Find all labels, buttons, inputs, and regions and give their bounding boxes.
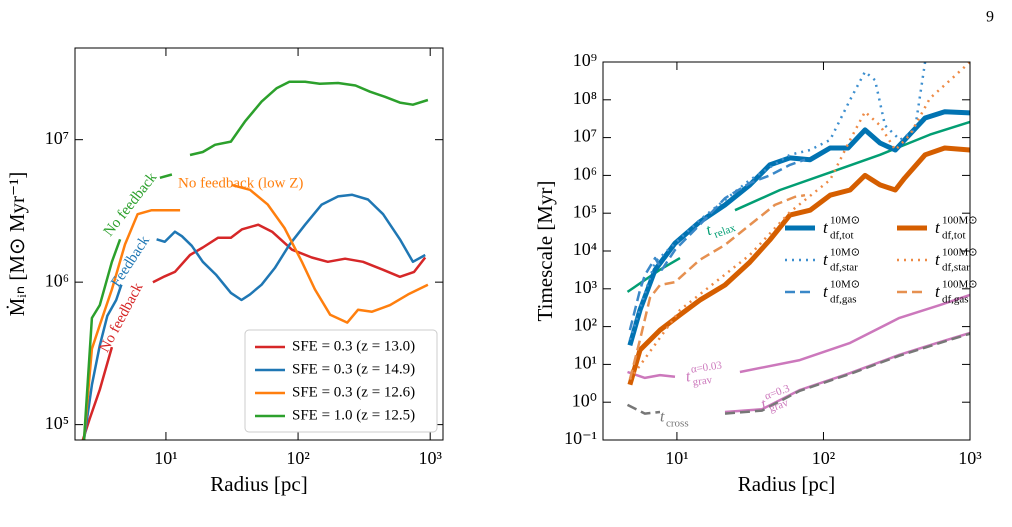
series-line xyxy=(628,158,806,331)
series-line xyxy=(82,193,426,440)
y-tick-label: 10⁶ xyxy=(573,164,597,184)
legend-label: t xyxy=(935,218,941,237)
legend-label: t xyxy=(823,282,829,301)
series-line xyxy=(628,62,970,381)
x-tick-label: 10² xyxy=(812,448,835,468)
y-tick-label: 10⁷ xyxy=(573,126,597,146)
plot-frame xyxy=(74,47,444,441)
annotation-text: t xyxy=(685,368,692,386)
y-tick-label: 10⁵ xyxy=(573,201,597,221)
series-line xyxy=(82,80,429,440)
series-line xyxy=(627,109,970,346)
x-tick-label: 10² xyxy=(286,448,309,468)
series-line xyxy=(628,62,927,341)
annotation-text: t xyxy=(759,396,770,414)
annotation: No feedback (low Z) xyxy=(178,175,303,191)
y-axis-label: Ṁᵢₙ [M⊙ Myr⁻¹] xyxy=(5,172,29,317)
y-tick-label: 10³ xyxy=(574,277,598,297)
y-tick-label: 10⁸ xyxy=(573,88,597,108)
annotation-text: t xyxy=(660,409,665,426)
legend-label: t xyxy=(823,250,829,269)
legend-label: t xyxy=(823,218,829,237)
legend-label: t xyxy=(935,282,941,301)
y-tick-label: 10⁷ xyxy=(45,128,69,148)
y-tick-label: 10⁹ xyxy=(573,50,597,70)
series-line xyxy=(627,145,970,386)
legend-label-sub: df,star xyxy=(830,262,858,274)
series-line xyxy=(627,293,970,380)
legend-label-sub: df,tot xyxy=(942,230,966,242)
annotation-sup: α=0.03 xyxy=(690,359,723,375)
legend-label-sub: df,gas xyxy=(942,294,969,306)
legend-label-sup: 100M⊙ xyxy=(942,279,978,291)
annotation: t cross xyxy=(660,409,689,430)
y-tick-label: 10⁴ xyxy=(573,239,597,259)
annotation-text: No feedback (low Z) xyxy=(178,175,303,191)
series-line xyxy=(626,332,970,415)
legend-label-sub: df,star xyxy=(942,262,970,274)
page-number: 9 xyxy=(986,9,994,26)
x-tick-label: 10³ xyxy=(958,448,982,468)
legend-label-sup: 10M⊙ xyxy=(830,215,860,227)
annotation-sub: cross xyxy=(666,418,689,430)
y-axis-label: Timescale [Myr] xyxy=(533,181,557,322)
series-line xyxy=(628,193,806,380)
annotation-text: t xyxy=(704,222,715,240)
legend-label: SFE = 0.3 (z = 13.0) xyxy=(292,338,415,354)
legend-box xyxy=(244,329,438,433)
legend-label: SFE = 0.3 (z = 12.6) xyxy=(292,384,415,400)
legend-label-sub: df,tot xyxy=(830,230,854,242)
series-line xyxy=(82,183,429,440)
legend-label: SFE = 1.0 (z = 12.5) xyxy=(292,407,415,423)
x-tick-label: 10¹ xyxy=(154,448,177,468)
legend-label-sup: 10M⊙ xyxy=(830,279,860,291)
x-tick-label: 10¹ xyxy=(665,448,688,468)
x-tick-label: 10³ xyxy=(418,448,442,468)
y-tick-label: 10⁻¹ xyxy=(564,428,597,448)
legend-label-sup: 100M⊙ xyxy=(942,215,978,227)
y-tick-label: 10⁶ xyxy=(45,270,69,290)
series-line xyxy=(626,120,970,293)
legend-label: t xyxy=(935,250,941,269)
annotation-sub: grav xyxy=(692,374,714,389)
legend-label: SFE = 0.3 (z = 14.9) xyxy=(292,361,415,377)
y-tick-label: 10⁰ xyxy=(572,390,597,410)
y-tick-label: 10⁵ xyxy=(45,413,69,433)
legend-label-sup: 100M⊙ xyxy=(942,247,978,259)
legend-label-sup: 10M⊙ xyxy=(830,247,860,259)
y-tick-label: 10² xyxy=(574,315,597,335)
y-tick-label: 10¹ xyxy=(574,353,597,373)
legend-label-sub: df,gas xyxy=(830,294,857,306)
x-axis-label: Radius [pc] xyxy=(738,472,835,496)
plot-frame xyxy=(602,61,971,441)
x-axis-label: Radius [pc] xyxy=(210,472,307,496)
